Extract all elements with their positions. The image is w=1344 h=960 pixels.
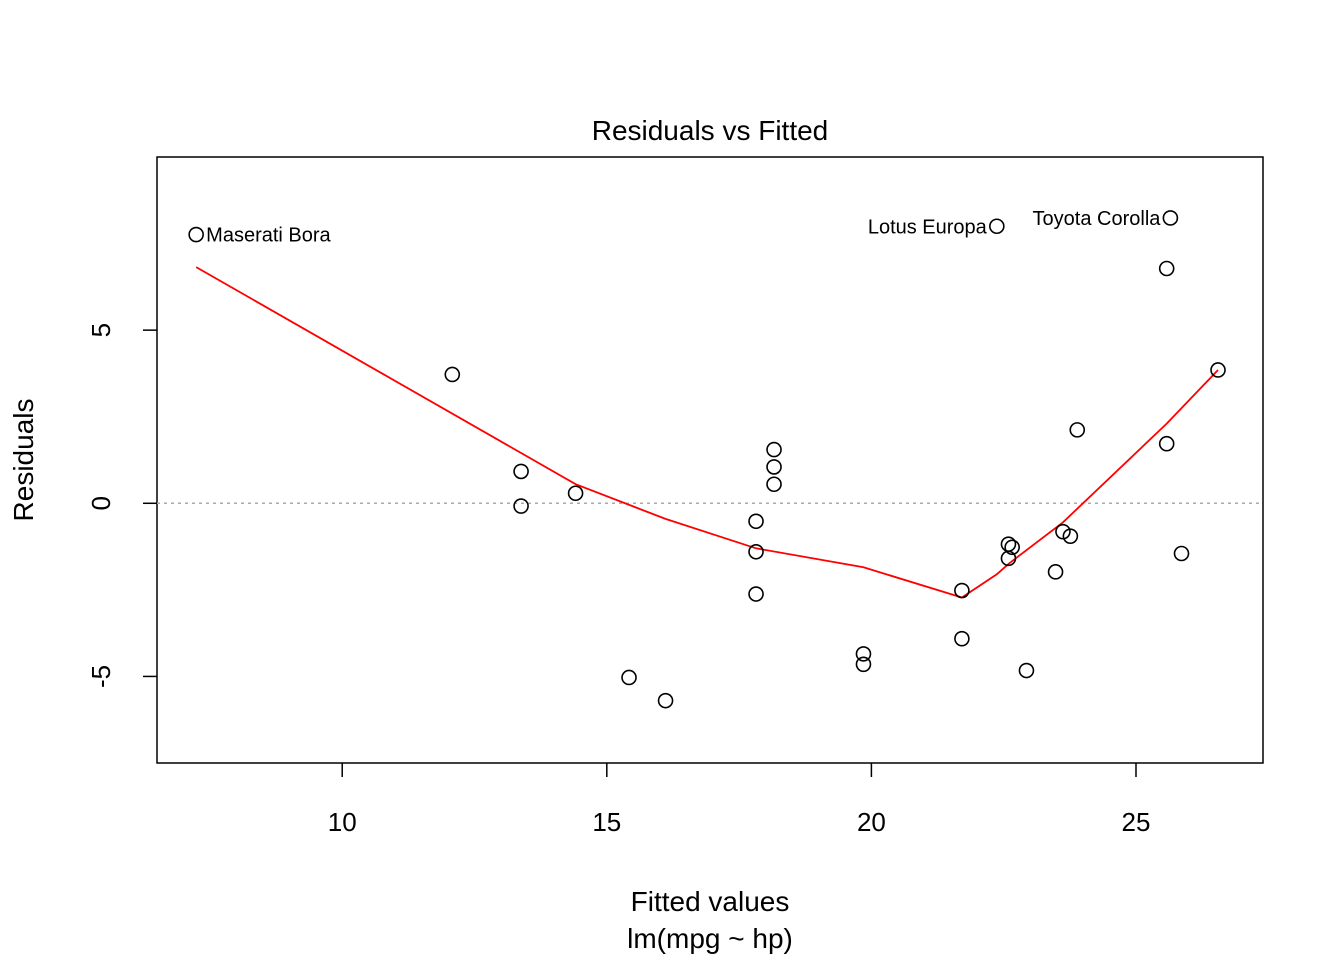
data-point: [766, 441, 782, 458]
data-point: [1000, 550, 1017, 567]
data-point: [989, 218, 1005, 235]
y-tick-label: -5: [86, 665, 116, 688]
data-point: [567, 485, 584, 502]
data-point: [1173, 545, 1190, 562]
data-point: [954, 630, 970, 647]
point-label: Toyota Corolla: [1033, 208, 1162, 230]
data-point: [513, 498, 529, 514]
data-point: [1004, 539, 1020, 556]
data-point: [513, 463, 529, 480]
data-point: [954, 582, 970, 599]
point-label: Lotus Europa: [868, 216, 988, 238]
x-axis-sublabel: lm(mpg ~ hp): [627, 923, 793, 954]
data-point: [766, 476, 782, 493]
data-point: [766, 459, 782, 475]
data-point: [621, 669, 637, 686]
data-point: [855, 646, 872, 662]
data-point: [188, 226, 204, 243]
chart-title: Residuals vs Fitted: [592, 115, 829, 146]
data-point: [1018, 662, 1035, 679]
x-axis-label: Fitted values: [631, 886, 790, 917]
data-point: [748, 543, 764, 560]
data-point: [1069, 422, 1086, 438]
data-point: [748, 513, 764, 530]
data-point: [855, 656, 872, 673]
smooth-line: [195, 266, 1219, 599]
x-tick-label: 20: [857, 807, 886, 837]
data-point: [1158, 260, 1175, 277]
y-tick-label: 5: [86, 323, 116, 337]
data-point: [1047, 564, 1064, 580]
data-point: [1210, 362, 1226, 378]
data-point: [657, 692, 674, 709]
data-point: [1162, 210, 1179, 226]
x-tick-label: 25: [1122, 807, 1151, 837]
data-point: [444, 366, 461, 383]
x-tick-label: 10: [328, 807, 357, 837]
data-point: [1000, 536, 1017, 552]
point-label: Maserati Bora: [206, 225, 331, 247]
x-tick-label: 15: [592, 807, 621, 837]
data-point: [748, 586, 764, 602]
plot-frame: [156, 156, 1264, 764]
y-axis-label: Residuals: [8, 399, 39, 522]
y-tick-label: 0: [86, 496, 116, 510]
data-point: [1062, 528, 1079, 544]
data-point: [1158, 435, 1175, 452]
data-point: [1055, 523, 1071, 540]
